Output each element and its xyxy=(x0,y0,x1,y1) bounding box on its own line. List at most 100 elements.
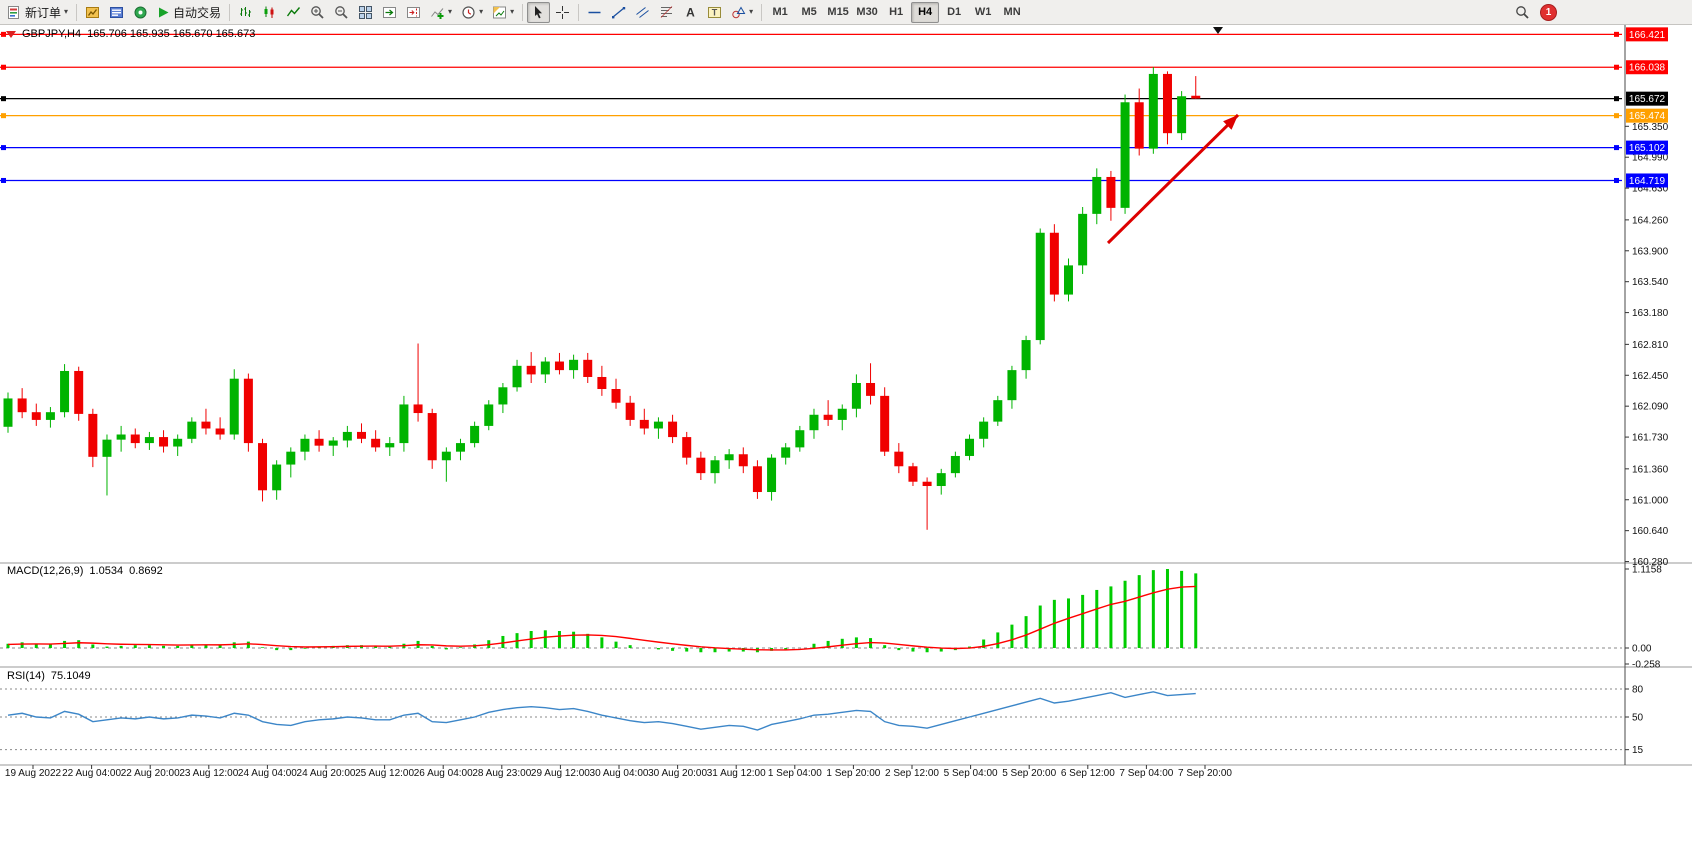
templates-button[interactable]: ▾ xyxy=(488,2,518,23)
timeframe-m1-button[interactable]: M1 xyxy=(772,6,788,18)
market-watch-button[interactable] xyxy=(81,2,104,23)
horizontal-line-icon xyxy=(587,5,602,20)
candle-body xyxy=(809,414,819,431)
line-anchor[interactable] xyxy=(1,145,6,151)
line-anchor[interactable] xyxy=(1614,177,1619,183)
toolbar-separator xyxy=(522,3,524,21)
price-tick-label: 162.810 xyxy=(1632,340,1669,351)
line-anchor[interactable] xyxy=(1614,145,1619,151)
line-anchor[interactable] xyxy=(1,31,6,37)
candle-body xyxy=(229,378,239,435)
line-anchor[interactable] xyxy=(1614,64,1619,70)
price-tick-label: 165.350 xyxy=(1632,122,1669,133)
horizontal-line-button[interactable] xyxy=(583,2,606,23)
time-axis-label: 26 Aug 04:00 xyxy=(414,768,473,779)
price-tick-label: 162.450 xyxy=(1632,371,1669,382)
candle-body xyxy=(1162,73,1172,134)
shapes-button[interactable]: ▾ xyxy=(727,2,757,23)
crosshair-button[interactable] xyxy=(551,2,574,23)
candle-body xyxy=(512,365,522,388)
new-order-icon xyxy=(7,5,22,20)
price-line-label: 165.672 xyxy=(1629,94,1666,105)
candle-body xyxy=(823,414,833,420)
zoom-in-button[interactable] xyxy=(306,2,329,23)
indicators-button[interactable]: ▾ xyxy=(426,2,456,23)
trend-arrow[interactable] xyxy=(1106,113,1240,245)
timeframe-w1-button[interactable]: W1 xyxy=(974,6,992,18)
candle-body xyxy=(314,438,324,446)
candle-body xyxy=(1092,176,1102,214)
trendline-button[interactable] xyxy=(607,2,630,23)
chart-canvas[interactable]: 165.350 164.990 164.630 164.260 163.900 163.5… xyxy=(0,25,1692,848)
rsi-line xyxy=(7,691,1196,731)
candle-body xyxy=(1148,73,1158,149)
cursor-button[interactable] xyxy=(527,1,551,23)
crosshair-icon xyxy=(555,5,570,20)
line-chart-icon xyxy=(286,5,301,20)
price-line-label-box xyxy=(1626,27,1668,42)
chart-window[interactable]: 165.350 164.990 164.630 164.260 163.900 163.5… xyxy=(0,25,1692,848)
timeframe-m30-button[interactable]: M30 xyxy=(856,6,878,18)
time-axis-label: 28 Aug 23:00 xyxy=(472,768,531,779)
text-button[interactable]: A xyxy=(679,2,702,23)
time-axis-label: 1 Sep 04:00 xyxy=(768,768,822,779)
line-anchor[interactable] xyxy=(1614,96,1619,102)
line-anchor[interactable] xyxy=(1,113,6,119)
fibonacci-button[interactable] xyxy=(655,2,678,23)
new-order-button[interactable]: 新订单 ▾ xyxy=(3,2,72,23)
data-window-button[interactable] xyxy=(105,2,128,23)
timeframe-m15-button[interactable]: M15 xyxy=(827,6,849,18)
auto-scroll-button[interactable] xyxy=(378,2,401,23)
tile-windows-button[interactable] xyxy=(354,2,377,23)
candle-body xyxy=(1078,213,1088,266)
candle-body xyxy=(668,421,678,438)
time-axis-label: 23 Aug 12:00 xyxy=(179,768,238,779)
line-anchor[interactable] xyxy=(1614,31,1619,37)
chart-shift-button[interactable] xyxy=(402,2,425,23)
line-anchor[interactable] xyxy=(1614,113,1619,119)
bar-chart-button[interactable] xyxy=(234,2,257,23)
price-tick-label: 162.090 xyxy=(1632,402,1669,413)
toolbar: 新订单 ▾ 自动交易 ▾ ▾ ▾ xyxy=(0,0,1692,25)
line-chart-button[interactable] xyxy=(282,2,305,23)
search-button[interactable] xyxy=(1511,2,1534,23)
candle-body xyxy=(583,359,593,377)
candle-body xyxy=(1120,102,1130,208)
line-anchor[interactable] xyxy=(1,177,6,183)
navigator-button[interactable] xyxy=(129,2,152,23)
candle-body xyxy=(342,431,352,441)
line-anchor[interactable] xyxy=(1,96,6,102)
price-line-label-box xyxy=(1626,173,1668,188)
price-line-label-box xyxy=(1626,140,1668,155)
timeframe-d1-button[interactable]: D1 xyxy=(947,6,962,18)
time-axis-label: 22 Aug 20:00 xyxy=(121,768,180,779)
price-tick-label: 164.990 xyxy=(1632,153,1669,164)
price-line-label: 165.474 xyxy=(1629,111,1666,122)
text-label-button[interactable]: T xyxy=(703,2,726,23)
chevron-down-icon: ▾ xyxy=(448,7,453,16)
periods-button[interactable]: ▾ xyxy=(457,2,487,23)
candle-body xyxy=(710,460,720,474)
time-axis-label: 6 Sep 12:00 xyxy=(1061,768,1115,779)
timeframe-h1-button[interactable]: H1 xyxy=(889,6,904,18)
candle-body xyxy=(554,361,564,371)
autotrading-button[interactable]: 自动交易 xyxy=(153,2,225,23)
new-order-label: 新订单 xyxy=(25,5,62,20)
notification-badge[interactable]: 1 xyxy=(1540,3,1557,21)
channel-icon xyxy=(635,5,650,20)
timeframe-m5-button[interactable]: M5 xyxy=(801,6,817,18)
candle-body xyxy=(215,428,225,435)
candle-body xyxy=(413,404,423,414)
channel-button[interactable] xyxy=(631,2,654,23)
candle-chart-icon xyxy=(262,5,277,20)
candle-body xyxy=(243,378,253,444)
timeframe-h4-button[interactable]: H4 xyxy=(911,1,940,23)
search-icon xyxy=(1515,5,1530,20)
periods-clock-icon xyxy=(461,5,476,20)
zoom-out-button[interactable] xyxy=(330,2,353,23)
candle-chart-button[interactable] xyxy=(258,2,281,23)
candle-body xyxy=(45,412,55,420)
timeframe-mn-button[interactable]: MN xyxy=(1003,6,1021,18)
line-anchor[interactable] xyxy=(1,64,6,70)
